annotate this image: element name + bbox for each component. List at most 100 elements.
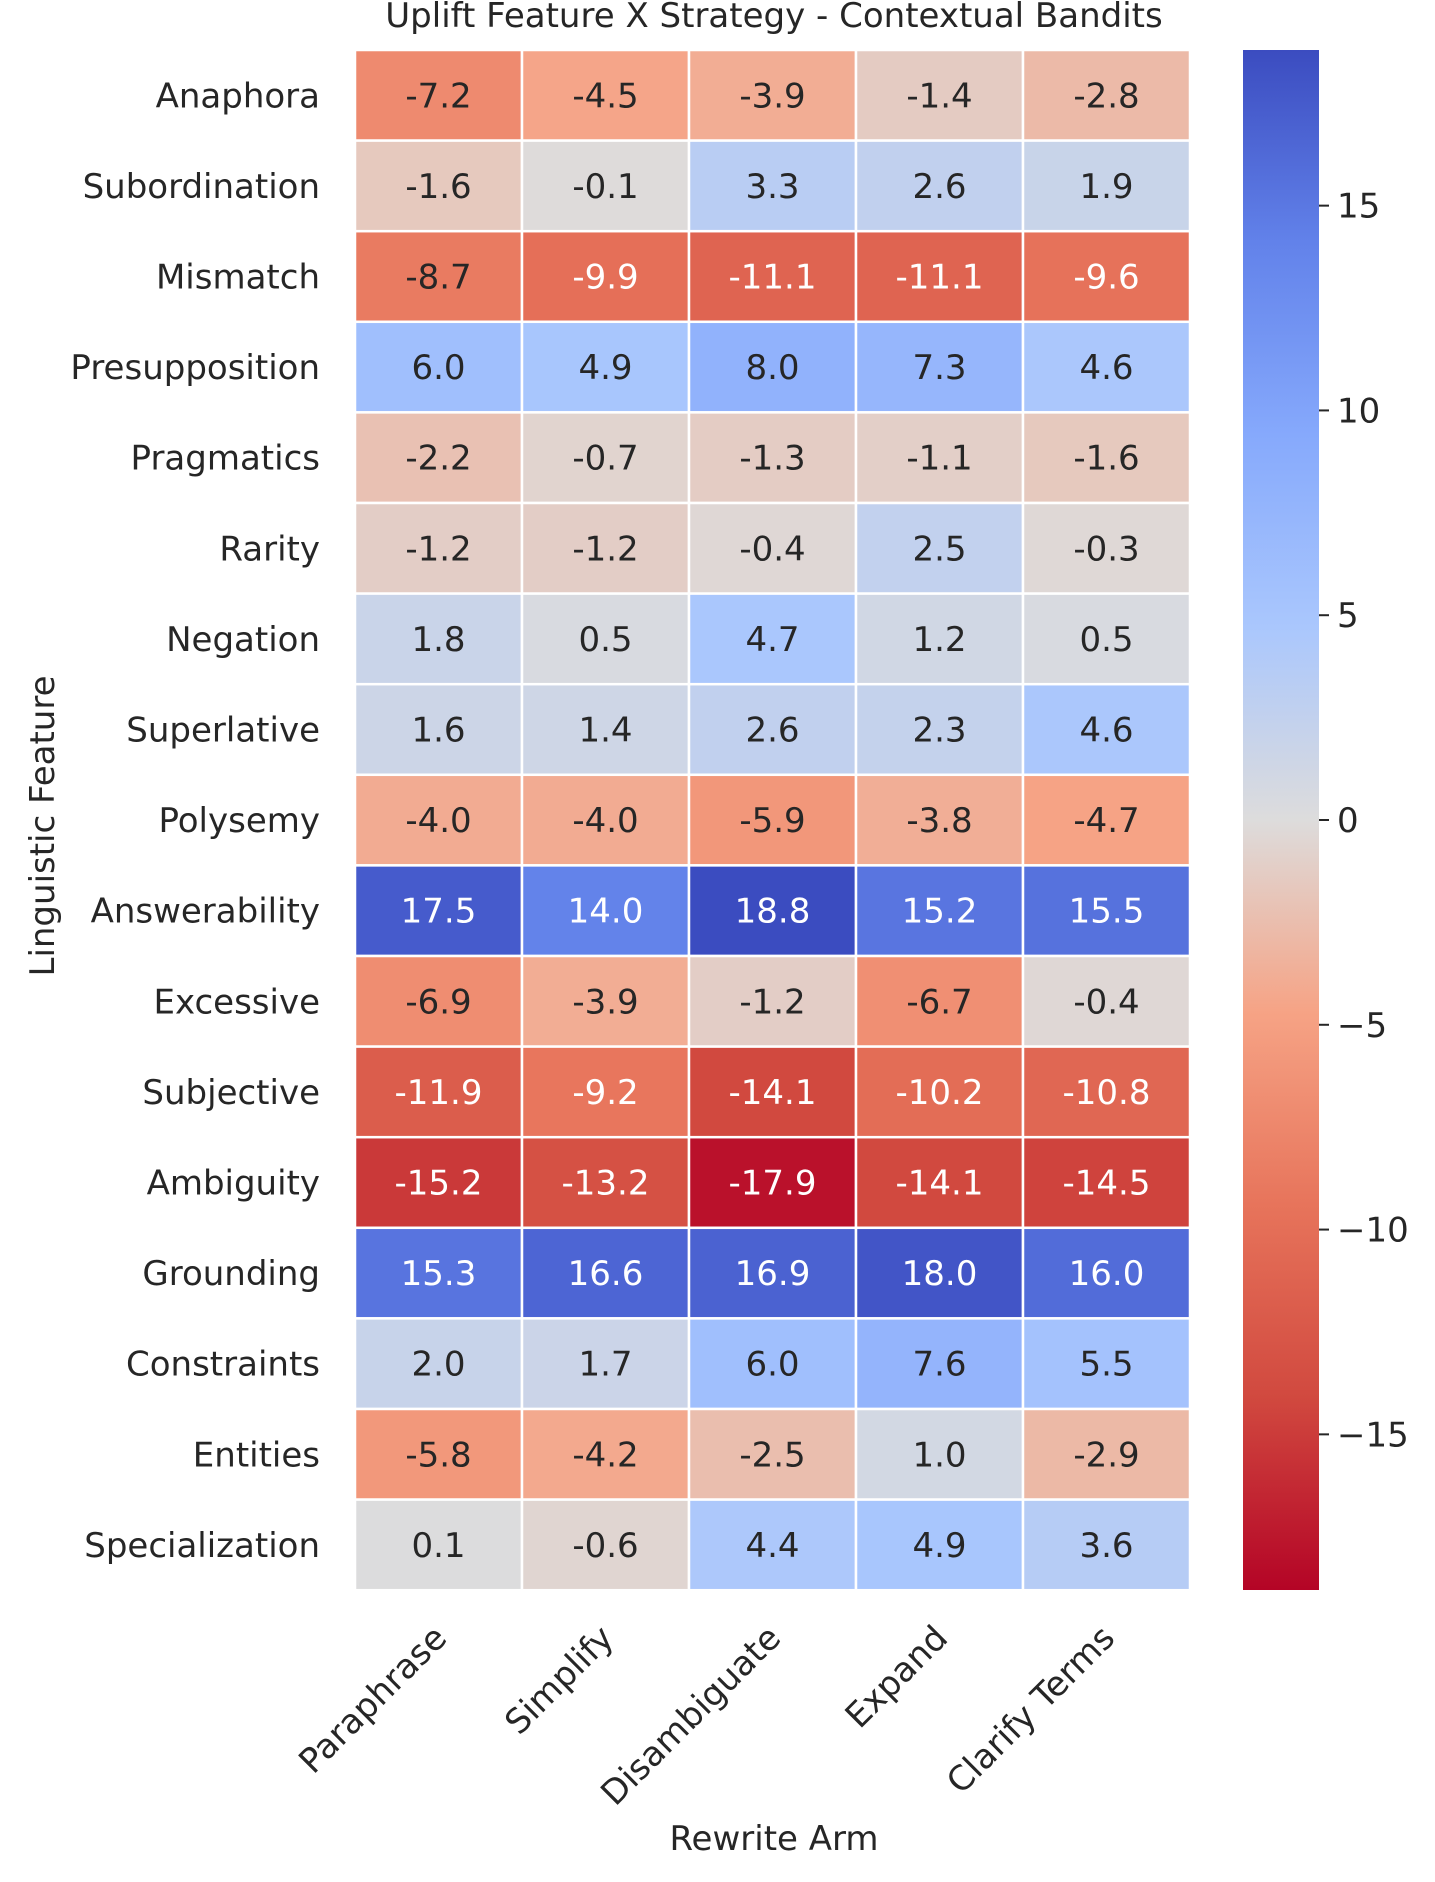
heatmap-cell <box>1021 320 1192 414</box>
cell-value-label: 16.6 <box>568 1254 644 1294</box>
cell-value-label: 1.0 <box>912 1435 966 1475</box>
cell-value-label: -6.9 <box>405 982 471 1022</box>
cell-value-label: 3.6 <box>1079 1526 1133 1566</box>
cell-value-label: 1.6 <box>411 711 465 751</box>
heatmap-cell <box>854 501 1025 595</box>
heatmap-cell <box>520 1226 691 1320</box>
row-label: Rarity <box>219 529 320 569</box>
cell-value-label: 5.5 <box>1079 1345 1133 1385</box>
cell-value-label: -1.6 <box>1073 439 1139 479</box>
heatmap-cell <box>687 139 858 233</box>
cell-value-label: -2.5 <box>739 1435 805 1475</box>
cell-value-label: -11.1 <box>729 258 817 298</box>
heatmap-cell <box>520 1498 691 1592</box>
row-label: Entities <box>193 1435 320 1475</box>
cell-value-label: -3.9 <box>739 76 805 116</box>
heatmap-cell <box>520 320 691 414</box>
cell-value-label: -9.6 <box>1073 258 1139 298</box>
colorbar-tick-label: 15 <box>1337 187 1380 227</box>
cell-value-label: 1.7 <box>578 1345 632 1385</box>
cell-value-label: 1.8 <box>411 620 465 660</box>
heatmap-cell <box>687 48 858 142</box>
heatmap-cell <box>353 411 524 505</box>
heatmap-cell <box>353 682 524 777</box>
cell-value-label: 4.6 <box>1079 348 1133 388</box>
heatmap-cell <box>353 139 524 233</box>
row-label: Answerability <box>91 892 320 932</box>
heatmap-cell <box>687 1226 858 1320</box>
row-label: Grounding <box>142 1254 320 1294</box>
heatmap-cell <box>520 682 691 777</box>
cell-value-label: 7.6 <box>912 1345 966 1385</box>
cell-value-label: 16.9 <box>735 1254 811 1294</box>
cell-value-label: -13.2 <box>562 1164 650 1204</box>
heatmap-cell <box>1021 1135 1192 1230</box>
cell-value-label: -10.2 <box>896 1073 984 1113</box>
cell-value-label: 2.5 <box>912 529 966 569</box>
colorbar <box>1243 50 1319 1590</box>
heatmap-cell <box>1021 773 1192 867</box>
cell-value-label: -1.6 <box>405 167 471 207</box>
cell-value-label: 0.1 <box>411 1526 465 1566</box>
heatmap-cell <box>1021 501 1192 595</box>
heatmap-cell <box>687 1498 858 1592</box>
heatmap-cell <box>1021 1498 1192 1592</box>
heatmap-cell <box>520 864 691 958</box>
cell-value-label: 16.0 <box>1069 1254 1145 1294</box>
heatmap-cell <box>520 48 691 142</box>
row-label: Ambiguity <box>147 1164 320 1204</box>
heatmap-cell <box>353 1135 524 1230</box>
heatmap-cell <box>687 773 858 867</box>
cell-value-label: -17.9 <box>729 1164 817 1204</box>
cell-value-label: -11.1 <box>896 258 984 298</box>
heatmap-cell <box>353 1226 524 1320</box>
heatmap-cell <box>854 864 1025 958</box>
heatmap-cell <box>687 411 858 505</box>
heatmap-cell <box>1021 139 1192 233</box>
cell-value-label: -6.7 <box>906 982 972 1022</box>
cell-value-label: -4.2 <box>572 1435 638 1475</box>
cell-value-label: 18.0 <box>902 1254 978 1294</box>
heatmap-cell <box>687 501 858 595</box>
cell-value-label: -0.6 <box>572 1526 638 1566</box>
colorbar-tick-label: −15 <box>1337 1415 1409 1455</box>
row-labels: Anaphora Subordination Mismatch Presupposit… <box>70 76 320 1566</box>
cell-value-label: 3.3 <box>745 167 799 207</box>
heatmap-cell <box>854 1226 1025 1320</box>
row-label: Subordination <box>83 167 320 207</box>
cell-value-label: 1.4 <box>578 711 632 751</box>
heatmap-cell <box>1021 1407 1192 1501</box>
column-label: Paraphrase <box>291 1618 454 1781</box>
cell-value-label: 7.3 <box>912 348 966 388</box>
heatmap-cell <box>520 773 691 867</box>
cell-value-label: 2.3 <box>912 711 966 751</box>
cell-value-label: 4.9 <box>578 348 632 388</box>
cell-value-label: -0.4 <box>1073 982 1139 1022</box>
heatmap-cell <box>687 320 858 414</box>
column-label: Clarify Terms <box>939 1618 1123 1802</box>
row-label: Mismatch <box>156 258 320 298</box>
cell-value-label: -9.9 <box>572 258 638 298</box>
cell-value-label: -0.1 <box>572 167 638 207</box>
heatmap-cell <box>1021 1226 1192 1320</box>
heatmap-cell <box>687 954 858 1048</box>
row-label: Negation <box>166 620 320 660</box>
cell-value-label: 4.7 <box>745 620 799 660</box>
cell-value-label: -11.9 <box>395 1073 483 1113</box>
heatmap-cell <box>353 864 524 958</box>
heatmap-cell <box>854 1045 1025 1139</box>
heatmap-cell <box>353 320 524 414</box>
heatmap-cell <box>1021 864 1192 958</box>
column-label: Simplify <box>497 1618 622 1743</box>
row-label: Constraints <box>126 1345 320 1385</box>
cell-value-label: -0.4 <box>739 529 805 569</box>
cell-value-label: -1.2 <box>572 529 638 569</box>
cell-value-label: 15.3 <box>401 1254 477 1294</box>
cell-value-label: -3.9 <box>572 982 638 1022</box>
heatmap-cell <box>687 864 858 958</box>
heatmap-cell <box>1021 682 1192 777</box>
x-axis-label: Rewrite Arm <box>669 1819 878 1859</box>
cell-value-label: -15.2 <box>395 1164 483 1204</box>
